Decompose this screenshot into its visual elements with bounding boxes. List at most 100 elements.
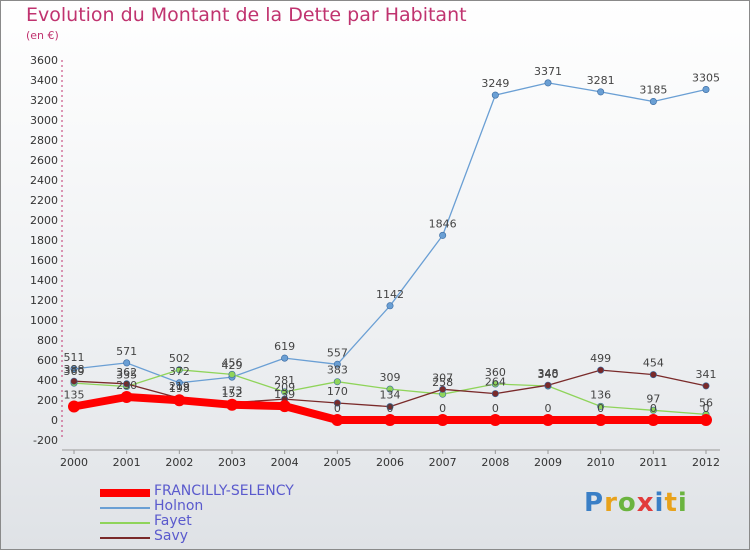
data-point-holnon xyxy=(649,98,657,106)
data-point-fayet xyxy=(649,406,657,414)
legend: FRANCILLY-SELENCY Holnon Fayet Savy xyxy=(100,483,360,545)
legend-swatch-holnon xyxy=(100,507,150,509)
legend-item-fayet: Fayet xyxy=(100,513,360,530)
y-tick-label: 3600 xyxy=(30,54,58,67)
data-point-savy xyxy=(439,385,447,393)
data-point-savy xyxy=(544,381,552,389)
data-point-savy xyxy=(123,380,131,388)
x-tick-label: 2003 xyxy=(218,456,246,469)
legend-label-francilly-selency: FRANCILLY-SELENCY xyxy=(154,483,294,499)
data-point-fayet xyxy=(386,385,394,393)
data-label-savy: 341 xyxy=(696,368,717,381)
data-point-holnon xyxy=(123,359,131,367)
data-point-francilly-selency xyxy=(436,414,449,426)
legend-label-holnon: Holnon xyxy=(154,498,204,514)
y-tick-label: 2200 xyxy=(30,194,58,207)
chart-title: Evolution du Montant de la Dette par Hab… xyxy=(26,4,467,26)
legend-swatch-francilly-selency xyxy=(100,489,150,497)
data-label-savy: 264 xyxy=(485,376,506,389)
y-tick-label: 2600 xyxy=(30,154,58,167)
data-label-holnon: 429 xyxy=(222,359,243,372)
data-point-holnon xyxy=(597,88,605,96)
data-point-savy xyxy=(70,377,78,385)
data-label-fayet: 335 xyxy=(116,369,137,382)
legend-item-holnon: Holnon xyxy=(100,498,360,515)
data-label-savy: 388 xyxy=(64,363,85,376)
data-label-francilly-selency: 0 xyxy=(334,402,341,415)
data-point-savy xyxy=(649,371,657,379)
y-tick-label: 1800 xyxy=(30,234,58,247)
x-tick-label: 2012 xyxy=(692,456,720,469)
logo-letter: i xyxy=(654,488,665,518)
data-point-savy xyxy=(597,366,605,374)
legend-label-savy: Savy xyxy=(154,528,189,544)
data-label-holnon: 3371 xyxy=(534,65,562,78)
data-label-francilly-selency: 0 xyxy=(703,402,710,415)
data-label-savy: 219 xyxy=(169,380,190,393)
data-label-savy: 362 xyxy=(116,366,137,379)
data-label-holnon: 1846 xyxy=(429,217,457,230)
logo-letter: x xyxy=(636,488,655,518)
data-point-francilly-selency xyxy=(542,414,554,426)
logo-letter: i xyxy=(677,488,688,518)
data-label-francilly-selency: 230 xyxy=(116,379,137,392)
data-label-fayet: 340 xyxy=(538,368,559,381)
data-label-holnon: 3281 xyxy=(587,74,615,87)
y-tick-label: 3000 xyxy=(30,114,58,127)
data-point-fayet xyxy=(333,378,341,386)
data-point-holnon xyxy=(175,379,183,387)
x-tick-label: 2000 xyxy=(60,456,88,469)
y-tick-label: 0 xyxy=(51,414,58,427)
data-label-francilly-selency: 135 xyxy=(64,389,85,402)
legend-label-fayet: Fayet xyxy=(154,513,192,529)
data-point-holnon xyxy=(491,91,499,99)
y-tick-label: 2400 xyxy=(30,174,58,187)
series-line-holnon xyxy=(73,82,707,384)
data-label-fayet: 97 xyxy=(646,392,660,405)
data-label-savy: 209 xyxy=(274,381,295,394)
data-label-francilly-selency: 0 xyxy=(492,402,499,415)
data-point-savy xyxy=(333,399,341,407)
y-tick-label: 3200 xyxy=(30,94,58,107)
data-label-holnon: 3249 xyxy=(481,77,509,90)
data-label-holnon: 557 xyxy=(327,346,348,359)
x-tick-label: 2002 xyxy=(165,456,193,469)
data-label-holnon: 511 xyxy=(64,351,85,364)
data-label-francilly-selency: 152 xyxy=(222,387,243,400)
x-tick-label: 2010 xyxy=(587,456,615,469)
data-point-francilly-selency xyxy=(331,414,344,426)
data-label-fayet: 56 xyxy=(699,396,713,409)
legend-item-francilly-selency: FRANCILLY-SELENCY xyxy=(100,483,360,500)
data-label-savy: 307 xyxy=(432,371,453,384)
data-point-holnon xyxy=(333,360,341,368)
data-point-fayet xyxy=(491,380,499,388)
logo-letter: o xyxy=(617,488,637,518)
y-tick-label: 2000 xyxy=(30,214,58,227)
data-point-holnon xyxy=(281,354,289,362)
x-tick-label: 2009 xyxy=(534,456,562,469)
data-point-francilly-selency xyxy=(120,391,133,403)
data-label-holnon: 372 xyxy=(169,365,190,378)
data-point-fayet xyxy=(228,370,236,378)
plot-area xyxy=(68,79,712,426)
data-label-holnon: 3185 xyxy=(639,84,667,97)
x-tick-label: 2011 xyxy=(639,456,667,469)
data-label-holnon: 571 xyxy=(116,345,137,358)
data-point-francilly-selency xyxy=(647,414,660,426)
data-label-francilly-selency: 0 xyxy=(439,402,446,415)
y-tick-label: 1200 xyxy=(30,294,58,307)
x-tick-label: 2007 xyxy=(429,456,457,469)
logo-letter: t xyxy=(664,488,678,518)
data-point-holnon xyxy=(544,79,552,87)
data-label-fayet: 502 xyxy=(169,352,190,365)
data-label-savy: 170 xyxy=(327,385,348,398)
proxiti-logo: Proxiti xyxy=(584,488,688,518)
x-tick-label: 2005 xyxy=(323,456,351,469)
data-label-holnon: 1142 xyxy=(376,288,404,301)
y-tick-label: 1600 xyxy=(30,254,58,267)
data-point-francilly-selency xyxy=(594,414,607,426)
data-label-fayet: 309 xyxy=(380,371,401,384)
chart-subtitle: (en €) xyxy=(26,29,59,42)
